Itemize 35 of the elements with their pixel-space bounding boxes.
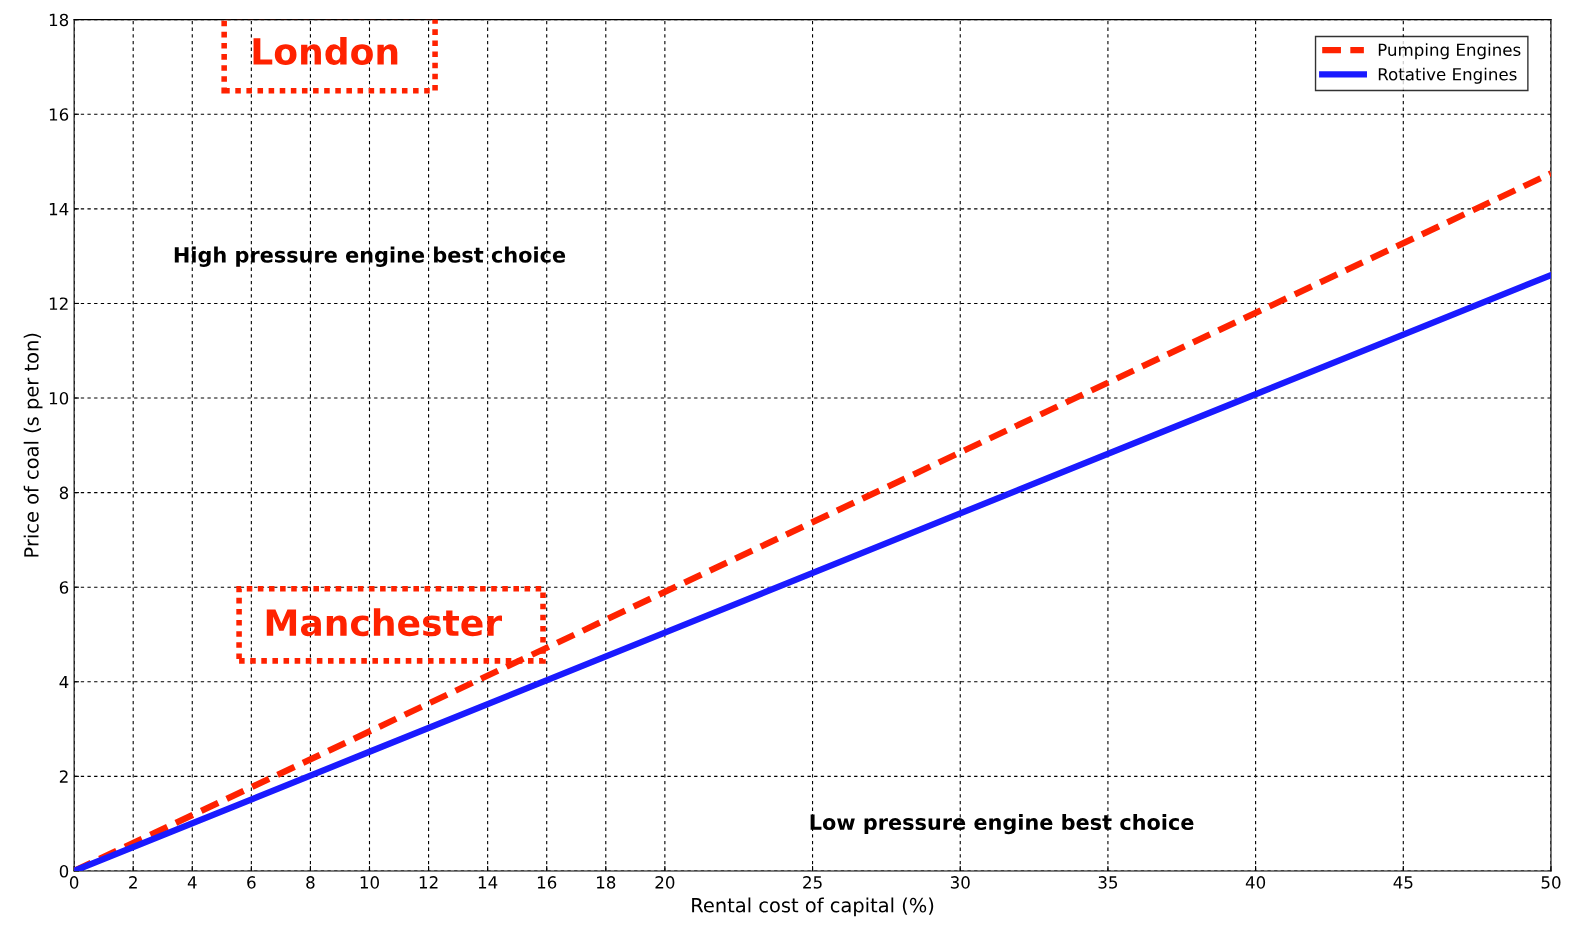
x-tick-label: 0: [69, 876, 79, 889]
x-tick-label: 35: [1098, 876, 1118, 889]
x-tick-label: 8: [306, 876, 315, 889]
y-tick-label: 0: [59, 864, 69, 878]
legend-label: Pumping Engines: [1378, 43, 1521, 60]
y-tick-label: 12: [49, 297, 68, 310]
x-tick-label: 45: [1393, 876, 1413, 889]
y-tick-label: 8: [59, 486, 69, 500]
annotation: High pressure engine best choice: [174, 246, 566, 267]
x-tick-label: 2: [129, 876, 137, 889]
y-axis-title: Price of coal (s per ton): [23, 333, 43, 557]
x-axis-title: Rental cost of capital (%): [692, 897, 934, 917]
y-tick-label: 2: [59, 770, 68, 783]
y-tick-label: 4: [59, 675, 69, 689]
y-tick-label: 14: [49, 203, 69, 216]
x-tick-label: 14: [478, 876, 498, 889]
y-tick-label: 16: [49, 108, 69, 121]
x-tick-label: 6: [247, 876, 256, 889]
x-tick-label: 18: [597, 876, 616, 889]
x-tick-label: 10: [360, 876, 379, 889]
y-tick-label: 6: [59, 581, 69, 594]
y-tick-label: 18: [49, 13, 69, 27]
x-tick-label: 4: [187, 876, 197, 889]
x-tick-label: 25: [803, 876, 822, 889]
annotation: London: [253, 37, 398, 66]
y-tick-label: 10: [49, 391, 69, 405]
x-tick-label: 16: [537, 876, 557, 889]
x-tick-label: 20: [655, 876, 675, 889]
x-tick-label: 50: [1541, 876, 1561, 889]
x-tick-label: 12: [419, 876, 438, 889]
legend-label: Rotative Engines: [1378, 67, 1517, 84]
x-tick-label: 30: [950, 876, 970, 889]
annotation: Manchester: [266, 608, 503, 637]
x-tick-label: 40: [1245, 876, 1266, 889]
annotation: Low pressure engine best choice: [810, 813, 1194, 835]
